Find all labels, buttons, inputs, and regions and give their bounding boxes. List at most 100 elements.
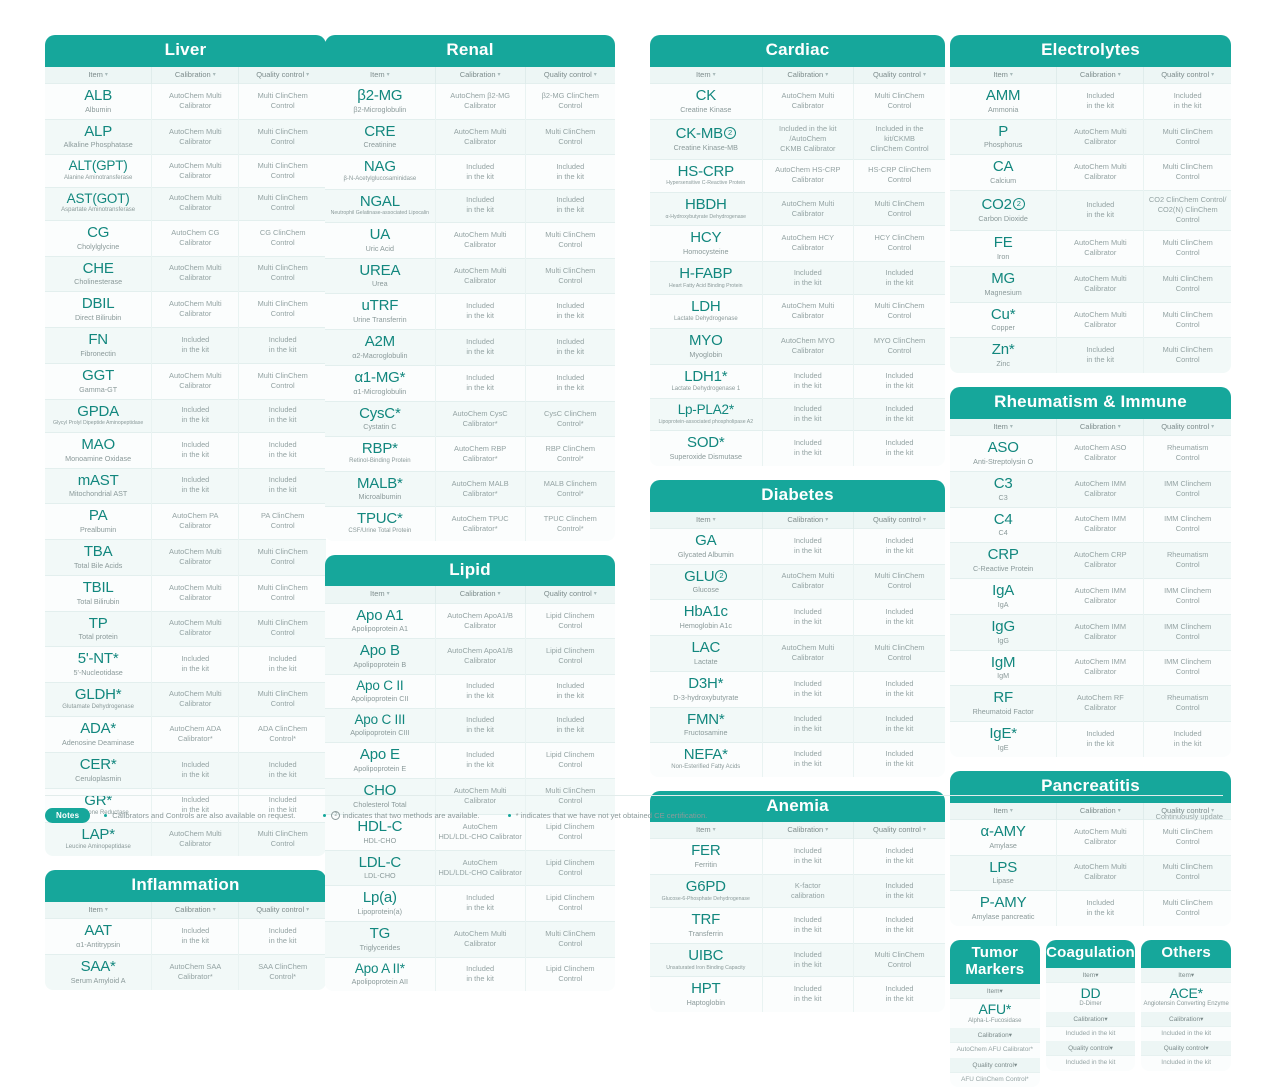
column-header-calibration[interactable]: Calibration▾ <box>1056 802 1145 820</box>
table-row[interactable]: LPS Lipase AutoChem Multi Calibrator Multi … <box>950 854 1231 891</box>
column-header-calibration[interactable]: Calibration▾ <box>762 822 855 839</box>
column-header-quality-control[interactable]: Quality control▾ <box>1143 418 1231 436</box>
table-row[interactable]: AST(GOT) Aspartate Aminotransferase AutoCh… <box>45 187 326 221</box>
table-row[interactable]: CysC* Cystatin C AutoChem CysC Calibrator*… <box>325 400 615 437</box>
table-row[interactable]: IgE* IgE Included in the kit Included in th… <box>950 721 1231 757</box>
column-header-item[interactable]: Item▾ <box>650 66 763 84</box>
table-row[interactable]: HDL-C HDL-CHO AutoChem HDL/LDL-CHO Calibra… <box>325 813 615 851</box>
table-row[interactable]: IgA IgA AutoChem IMM Calibrator IMM Clinche… <box>950 578 1231 615</box>
table-row[interactable]: A2M α2-Macroglobulin Included in the kit In… <box>325 329 615 366</box>
table-row[interactable]: GR* Glutathione Reductase Included in the … <box>45 787 326 823</box>
table-row[interactable]: Lp(a) Lipoprotein(a) Included in the kit Li… <box>325 885 615 922</box>
column-header-item[interactable]: Item▾ <box>1045 967 1136 983</box>
column-header-item[interactable]: Item▾ <box>950 66 1058 84</box>
table-row[interactable]: RF Rheumatoid Factor AutoChem RF Calibrato… <box>950 685 1231 722</box>
table-row[interactable]: IgM IgM AutoChem IMM Calibrator IMM Clinche… <box>950 649 1231 686</box>
column-header-calibration[interactable]: Calibration▾ <box>762 511 855 529</box>
table-row[interactable]: Apo C III Apolipoprotein CIII Included in … <box>325 708 615 743</box>
table-row[interactable]: CO2 2 Carbon Dioxide Included in the kit CO2… <box>950 190 1231 231</box>
table-row[interactable]: TBIL Total Bilirubin AutoChem Multi Calibr… <box>45 574 326 612</box>
table-row[interactable]: TG Triglycerides AutoChem Multi Calibrator… <box>325 921 615 958</box>
table-row[interactable]: CER* Ceruloplasmin Included in the kit Incl… <box>45 752 326 789</box>
table-row[interactable]: C4 C4 AutoChem IMM Calibrator IMM Clinchem … <box>950 506 1231 543</box>
table-row[interactable]: SAA* Serum Amyloid A AutoChem SAA Calibrat… <box>45 953 326 990</box>
column-header-item[interactable]: Item▾ <box>325 66 436 84</box>
table-row[interactable]: MG Magnesium AutoChem Multi Calibrator Mult… <box>950 265 1231 303</box>
table-row[interactable]: CRP C-Reactive Protein AutoChem CRP Calibr… <box>950 542 1231 579</box>
table-row[interactable]: FER Ferritin Included in the kit Included i… <box>650 838 945 875</box>
table-row[interactable]: G6PD Glucose-6-Phosphate Dehydrogenase K-f… <box>650 874 945 908</box>
table-row[interactable]: ALB Albumin AutoChem Multi Calibrator Multi… <box>45 82 326 120</box>
table-row[interactable]: FMN* Fructosamine Included in the kit Inclu… <box>650 706 945 743</box>
table-row[interactable]: TPUC* CSF/Urine Total Protein AutoChem TPU… <box>325 506 615 541</box>
table-row[interactable]: Apo A1 Apolipoprotein A1 AutoChem ApoA1/B … <box>325 602 615 639</box>
table-row[interactable]: Apo B Apolipoprotein B AutoChem ApoA1/B Ca… <box>325 638 615 675</box>
table-row[interactable]: NAG β-N-Acetylglucosaminidase Included in … <box>325 154 615 190</box>
column-header-item[interactable]: Item▾ <box>45 66 153 84</box>
table-row[interactable]: CG Cholylglycine AutoChem CG Calibrator CG … <box>45 219 326 257</box>
column-header-calibration[interactable]: Calibration▾ <box>1045 1011 1136 1027</box>
table-row[interactable]: MAO Monoamine Oxidase Included in the kit I… <box>45 431 326 469</box>
table-row[interactable]: CHE Cholinesterase AutoChem Multi Calibrat… <box>45 255 326 292</box>
table-row[interactable]: MYO Myoglobin AutoChem MYO Calibrator MYO C… <box>650 328 945 365</box>
table-row[interactable]: TP Total protein AutoChem Multi Calibrator… <box>45 610 326 647</box>
column-header-item[interactable]: Item▾ <box>650 822 763 839</box>
table-row[interactable]: GGT Gamma-GT AutoChem Multi Calibrator Mult… <box>45 362 326 400</box>
column-header-calibration[interactable]: Calibration▾ <box>1141 1011 1232 1027</box>
table-row[interactable]: Cu* Copper AutoChem Multi Calibrator Multi … <box>950 301 1231 338</box>
table-row[interactable]: LDH1* Lactate Dehydrogenase 1 Included in … <box>650 364 945 399</box>
table-row[interactable]: H-FABP Heart Fatty Acid Binding Protein In… <box>650 260 945 295</box>
table-row[interactable]: AAT α1-Antitrypsin Included in the kit Incl… <box>45 918 326 955</box>
table-row[interactable]: C3 C3 AutoChem IMM Calibrator IMM Clinchem … <box>950 470 1231 508</box>
table-row[interactable]: LDL-C LDL-CHO AutoChem HDL/LDL-CHO Calibra… <box>325 849 615 886</box>
table-row[interactable]: TRF Transferrin Included in the kit Include… <box>650 907 945 944</box>
column-header-quality-control[interactable]: Quality control▾ <box>853 66 945 84</box>
table-row[interactable]: ALP Alkaline Phosphatase AutoChem Multi Ca… <box>45 118 326 155</box>
column-header-quality-control[interactable]: Quality control▾ <box>238 901 326 919</box>
column-header-calibration[interactable]: Calibration▾ <box>435 66 526 84</box>
column-header-quality-control[interactable]: Quality control▾ <box>1045 1041 1136 1056</box>
table-row[interactable]: 5'-NT* 5'-Nucleotidase Included in the kit… <box>45 646 326 683</box>
table-row[interactable]: P Phosphorus AutoChem Multi Calibrator Mult… <box>950 118 1231 155</box>
column-header-calibration[interactable]: Calibration▾ <box>762 66 855 84</box>
table-row[interactable]: TBA Total Bile Acids AutoChem Multi Calibr… <box>45 539 326 576</box>
table-row[interactable]: LAP* Leucine Aminopeptidase AutoChem Multi… <box>45 822 326 857</box>
column-header-quality-control[interactable]: Quality control▾ <box>950 1057 1040 1073</box>
table-row[interactable]: Apo E Apolipoprotein E Included in the kit… <box>325 742 615 779</box>
column-header-calibration[interactable]: Calibration▾ <box>1056 418 1145 436</box>
column-header-calibration[interactable]: Calibration▾ <box>950 1028 1040 1043</box>
column-header-item[interactable]: Item▾ <box>325 586 436 604</box>
table-row[interactable]: UA Uric Acid AutoChem Multi Calibrator Mult… <box>325 221 615 259</box>
table-row[interactable]: IgG IgG AutoChem IMM Calibrator IMM Clinche… <box>950 613 1231 651</box>
table-row[interactable]: α1-MG* α1-Microglobulin Included in the ki… <box>325 364 615 402</box>
table-row[interactable]: UREA Urea AutoChem Multi Calibrator Multi C… <box>325 257 615 294</box>
table-row[interactable]: P-AMY Amylase pancreatic Included in the k… <box>950 890 1231 927</box>
table-row[interactable]: ALT(GPT) Alanine Aminotransferase AutoChem… <box>45 154 326 188</box>
column-header-quality-control[interactable]: Quality control▾ <box>1143 802 1231 820</box>
table-row[interactable]: Lp-PLA2* Lipoprotein-associated phospholi… <box>650 398 945 431</box>
table-row[interactable]: CK-MB 2 Creatine Kinase-MB Included in the … <box>650 118 945 160</box>
column-header-quality-control[interactable]: Quality control▾ <box>853 511 945 529</box>
table-row[interactable]: HbA1c Hemoglobin A1c Included in the kit In… <box>650 599 945 636</box>
column-header-calibration[interactable]: Calibration▾ <box>151 66 240 84</box>
column-header-quality-control[interactable]: Quality control▾ <box>525 586 615 604</box>
column-header-item[interactable]: Item▾ <box>950 802 1058 820</box>
table-row[interactable]: MALB* Microalbumin AutoChem MALB Calibrato… <box>325 470 615 507</box>
table-row[interactable]: CRE Creatinine AutoChem Multi Calibrator Mu… <box>325 118 615 155</box>
table-row[interactable]: mAST Mitochondrial AST Included in the kit… <box>45 467 326 504</box>
table-row[interactable]: Apo A II* Apolipoprotein AII Included in t… <box>325 956 615 992</box>
table-row[interactable]: β2-MG β2-Microglobulin AutoChem β2-MG Cali… <box>325 82 615 120</box>
column-header-item[interactable]: Item▾ <box>950 418 1058 436</box>
column-header-item[interactable]: Item▾ <box>950 984 1040 999</box>
table-row[interactable]: PA Prealbumin AutoChem PA Calibrator PA Cli… <box>45 503 326 540</box>
table-row[interactable]: HCY Homocysteine AutoChem HCY Calibrator HC… <box>650 225 945 262</box>
table-row[interactable]: GLDH* Glutamate Dehydrogenase AutoChem Mul… <box>45 682 326 717</box>
table-row[interactable]: Zn* Zinc Included in the kit Multi ClinChem… <box>950 337 1231 374</box>
table-row[interactable]: α-AMY Amylase AutoChem Multi Calibrator Mul… <box>950 818 1231 856</box>
column-header-item[interactable]: Item▾ <box>1141 967 1232 983</box>
table-row[interactable]: ADA* Adenosine Deaminase AutoChem ADA Cali… <box>45 716 326 753</box>
column-header-calibration[interactable]: Calibration▾ <box>435 586 526 604</box>
table-row[interactable]: Apo C II Apolipoprotein CII Included in th… <box>325 674 615 709</box>
column-header-quality-control[interactable]: Quality control▾ <box>1143 66 1231 84</box>
table-row[interactable]: CA Calcium AutoChem Multi Calibrator Multi … <box>950 154 1231 191</box>
